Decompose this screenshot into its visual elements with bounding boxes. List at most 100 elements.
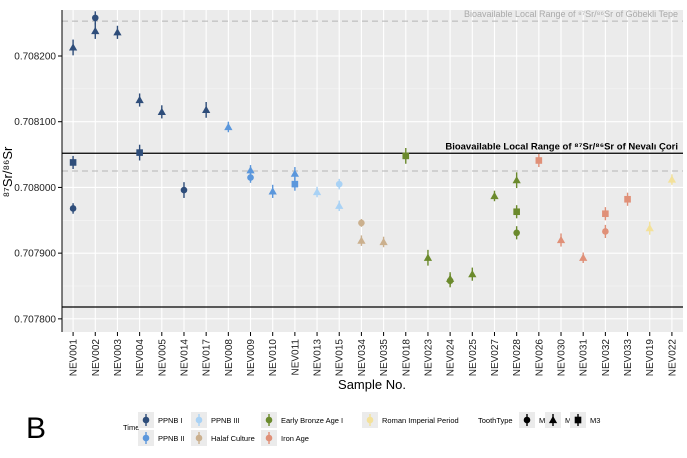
- point-marker: [69, 205, 77, 212]
- point-marker: [645, 224, 654, 232]
- point-marker: [113, 28, 122, 36]
- data-point: [113, 25, 122, 39]
- legend-key-marker: [574, 416, 582, 424]
- reference-line-label: Bioavailable Local Range of ⁸⁷Sr/⁸⁶Sr of…: [464, 9, 678, 19]
- point-marker: [358, 219, 365, 227]
- data-points: [68, 11, 677, 288]
- y-axis-label: ⁸⁷Sr/⁸⁶Sr: [0, 146, 15, 197]
- point-marker: [402, 152, 410, 160]
- x-tick-label: NEV015: [335, 339, 346, 377]
- data-point: [512, 172, 521, 189]
- point-marker: [291, 180, 299, 188]
- point-marker: [247, 174, 254, 181]
- legend-time-entry: Iron Age: [261, 430, 309, 446]
- data-point: [468, 267, 477, 281]
- legend-time-entry: Early Bronze Age I: [261, 412, 343, 428]
- data-point: [291, 177, 299, 191]
- point-marker: [624, 195, 631, 203]
- legend-key-marker: [195, 416, 203, 424]
- data-point: [357, 235, 366, 246]
- legend-key-marker: [548, 415, 558, 424]
- data-point: [224, 121, 233, 133]
- x-tick-label: NEV026: [534, 339, 545, 377]
- data-point: [246, 165, 255, 176]
- legend-time-label: Roman Imperial Period: [382, 416, 459, 425]
- point-marker: [312, 187, 322, 196]
- point-marker: [268, 187, 277, 195]
- y-tick-label: 0.708000: [14, 183, 56, 194]
- x-tick-label: NEV011: [290, 339, 301, 376]
- legend-key-marker: [265, 416, 273, 424]
- point-marker: [135, 95, 144, 104]
- point-marker: [446, 274, 455, 282]
- legend-time-entry: Halaf Culture: [191, 430, 255, 446]
- x-tick-label: NEV024: [446, 339, 457, 377]
- x-tick-label: NEV035: [379, 339, 390, 377]
- x-tick-label: NEV005: [157, 339, 168, 377]
- legend-key-marker: [523, 416, 531, 424]
- data-point: [135, 93, 144, 107]
- data-point: [358, 218, 365, 227]
- data-point: [490, 190, 499, 202]
- legend-key-marker: [142, 434, 150, 442]
- data-point: [379, 236, 388, 248]
- data-point: [513, 205, 520, 219]
- legend-key-marker: [142, 416, 150, 424]
- data-point: [535, 153, 543, 168]
- y-tick-label: 0.708200: [14, 52, 56, 63]
- legend-key-marker: [195, 434, 203, 442]
- data-point: [202, 102, 211, 118]
- x-tick-label: NEV003: [113, 339, 124, 377]
- data-point: [136, 144, 143, 161]
- point-marker: [246, 166, 255, 174]
- data-point: [645, 221, 654, 235]
- legend-time-label: PPNB II: [158, 434, 185, 443]
- point-marker: [136, 149, 143, 156]
- legend-time-title: Time: [123, 423, 139, 432]
- point-marker: [556, 235, 566, 244]
- x-tick-label: NEV030: [557, 339, 568, 377]
- legend-time-label: Early Bronze Age I: [281, 416, 343, 425]
- point-marker: [490, 191, 499, 200]
- point-marker: [512, 176, 521, 184]
- data-point: [157, 105, 166, 119]
- legend-tooth-label: M1: [539, 416, 549, 425]
- x-tick-label: NEV018: [401, 339, 412, 377]
- legend-time-label: PPNB I: [158, 416, 183, 425]
- y-tick-label: 0.708100: [14, 117, 56, 128]
- point-marker: [423, 253, 433, 261]
- x-tick-label: NEV019: [645, 339, 656, 377]
- x-axis: NEV001 NEV002 NEV003 NEV004 NEV005 NEV014 NEV0…: [69, 332, 678, 377]
- point-marker: [180, 186, 188, 194]
- data-point: [180, 182, 188, 198]
- point-marker: [335, 201, 344, 209]
- legend-key-marker: [265, 434, 273, 442]
- x-axis-label: Sample No.: [338, 377, 406, 392]
- legend-tooth-entry: M1: [519, 412, 549, 428]
- x-tick-label: NEV013: [313, 339, 324, 377]
- legend-time-label: PPNB III: [211, 416, 240, 425]
- x-tick-label: NEV010: [268, 339, 279, 377]
- x-tick-label: NEV032: [601, 339, 612, 377]
- legend-tooth-label: M3: [590, 416, 600, 425]
- data-point: [423, 249, 433, 266]
- point-marker: [68, 43, 78, 51]
- data-point: [335, 200, 344, 212]
- data-point: [624, 192, 631, 206]
- point-marker: [602, 210, 609, 218]
- point-marker: [357, 236, 366, 244]
- data-point: [556, 233, 566, 247]
- data-point: [446, 272, 455, 286]
- data-point: [579, 252, 588, 263]
- data-point: [312, 186, 322, 198]
- data-point: [602, 207, 609, 221]
- point-marker: [91, 14, 99, 22]
- data-point: [69, 155, 77, 170]
- data-point: [68, 39, 78, 56]
- legend-tooth-entry: M3: [570, 412, 600, 428]
- x-tick-label: NEV017: [202, 339, 213, 377]
- point-marker: [224, 122, 233, 131]
- data-point: [268, 184, 277, 198]
- legend: Time PPNB I PPNB II PPNB III Halaf Culture Ea…: [123, 412, 600, 446]
